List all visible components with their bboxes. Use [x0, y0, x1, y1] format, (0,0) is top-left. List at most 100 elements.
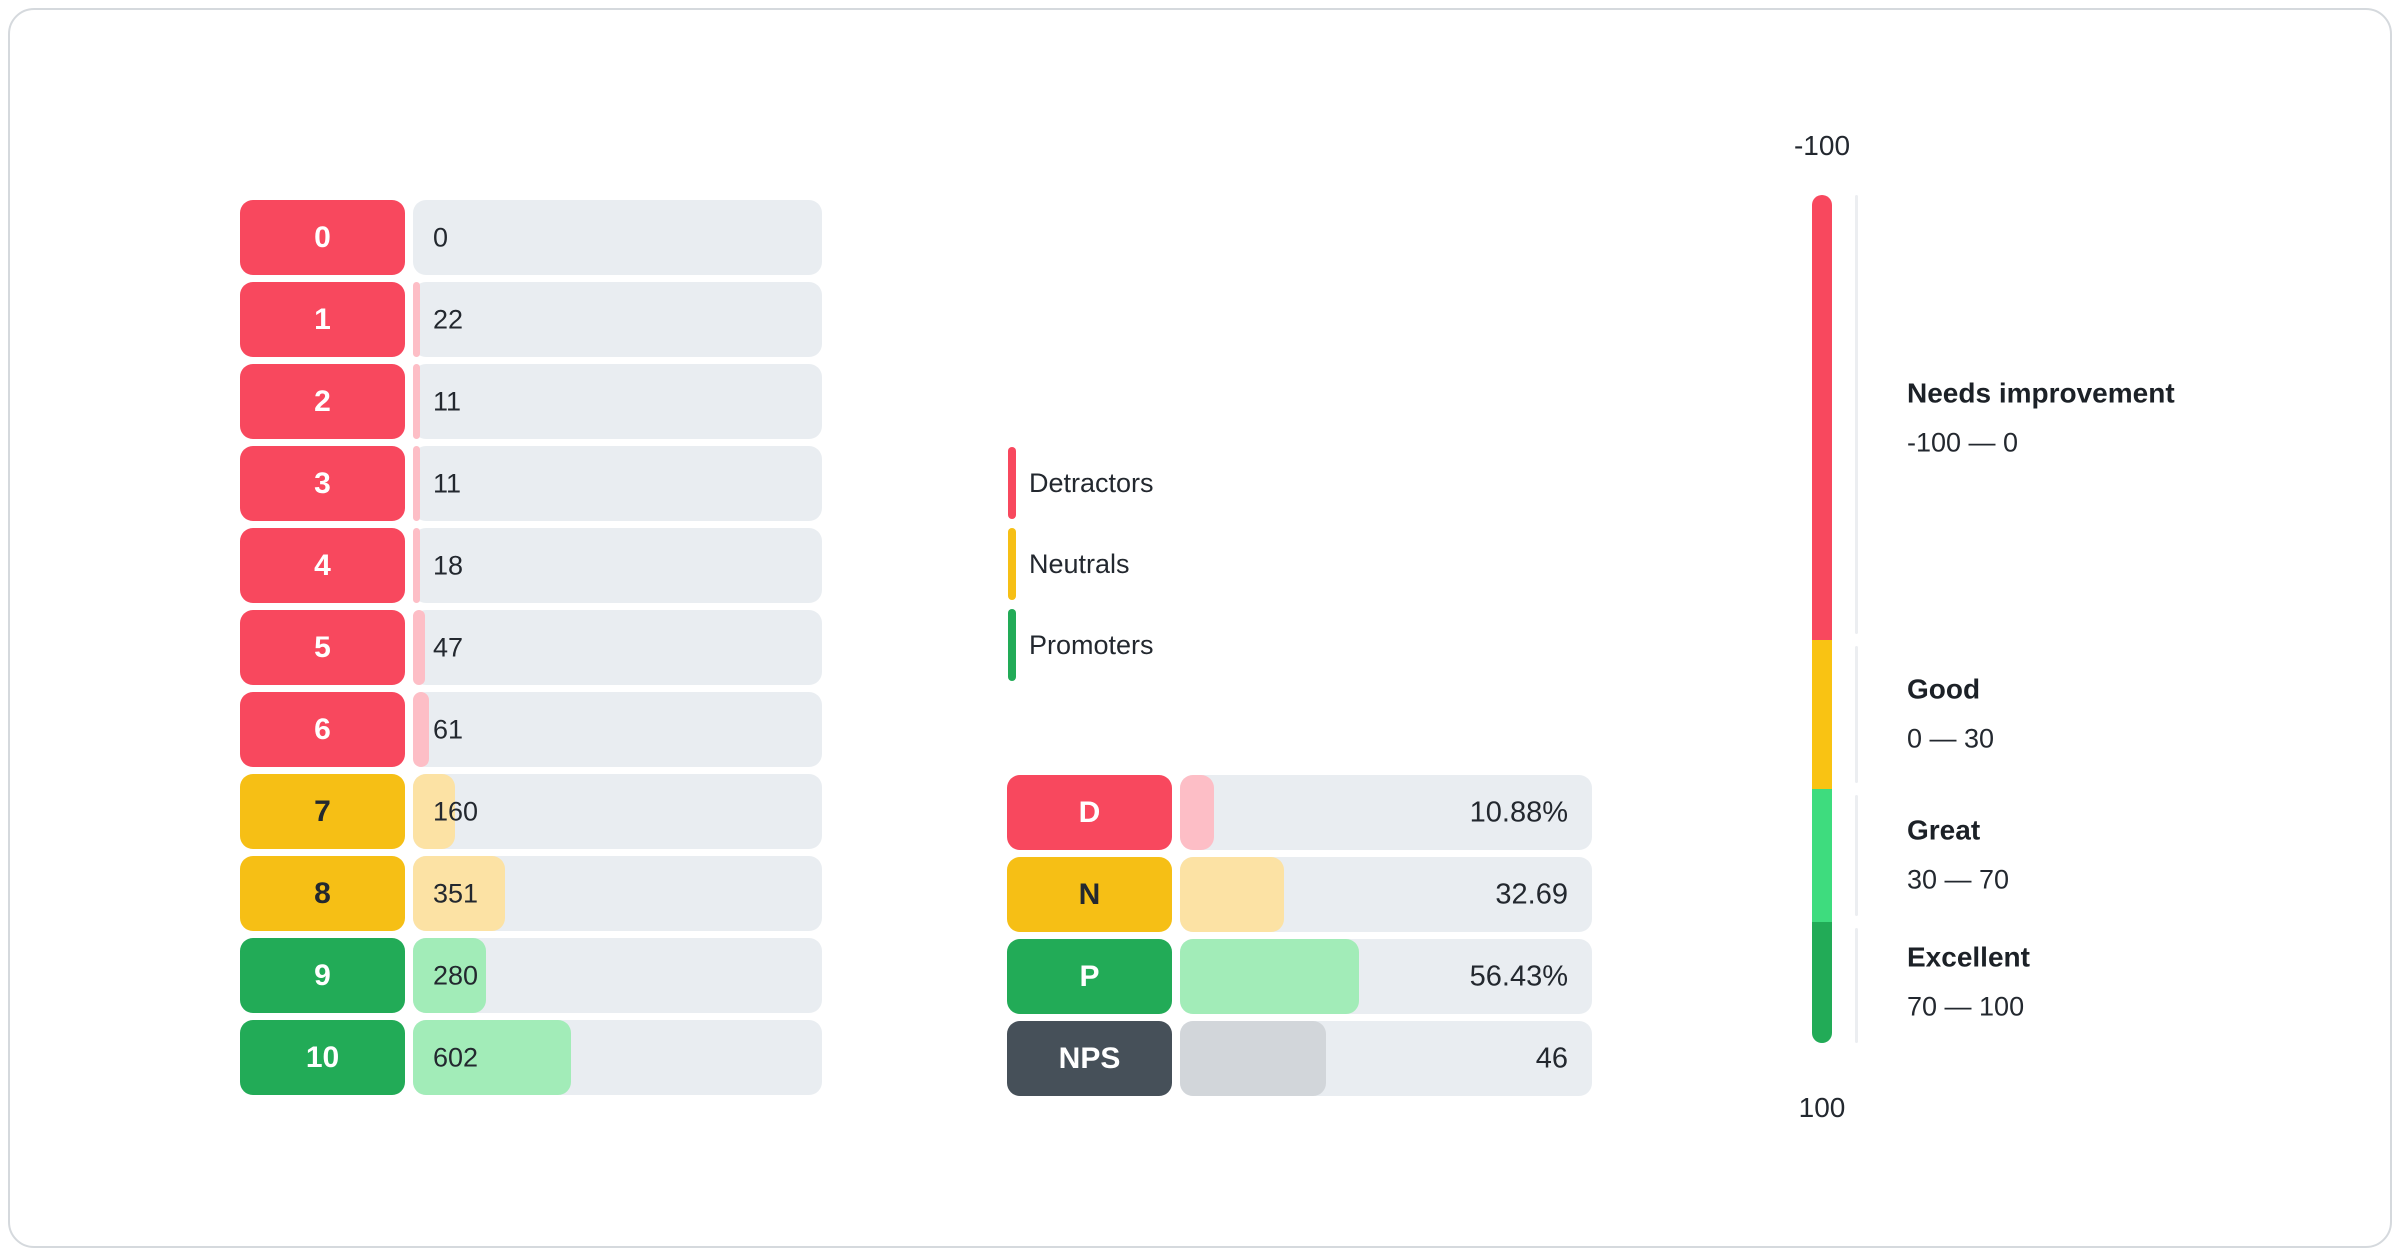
gauge-segment-0	[1812, 195, 1832, 641]
score-bar-track: 602	[413, 1020, 822, 1095]
neutral-swatch-icon	[1008, 528, 1016, 600]
score-bar-fill	[413, 774, 455, 849]
summary-bar-fill	[1180, 939, 1359, 1014]
score-bar-fill	[413, 528, 420, 603]
legend-item-neutrals[interactable]: Neutrals	[1008, 528, 1154, 600]
summary-row: P 56.43%	[1007, 939, 1592, 1014]
summary-bar-track: 56.43%	[1180, 939, 1592, 1014]
legend-label: Neutrals	[1029, 548, 1130, 579]
detractor-swatch-icon	[1008, 447, 1016, 519]
score-bar-fill	[413, 938, 487, 1013]
zone-range: 70 — 100	[1907, 991, 2025, 1022]
score-bar-value: 11	[433, 468, 462, 498]
score-bar-fill	[413, 282, 420, 357]
summary-bar-track: 46	[1180, 1021, 1592, 1096]
gauge-zone-label: Good 0 — 30	[1907, 674, 1994, 755]
gauge-segment-3	[1812, 921, 1832, 1043]
score-label-pill: 8	[240, 856, 405, 931]
score-row: 6 61	[240, 692, 822, 767]
score-bar-fill	[413, 692, 429, 767]
gauge-axis-line	[1855, 646, 1858, 783]
legend-item-detractors[interactable]: Detractors	[1008, 447, 1154, 519]
summary-bar-fill	[1180, 1021, 1326, 1096]
summary-bar-track: 32.69	[1180, 857, 1592, 932]
nps-gauge-axis	[1855, 195, 1858, 1043]
score-label-pill: 10	[240, 1020, 405, 1095]
zone-title: Needs improvement	[1907, 377, 2175, 409]
score-row: 4 18	[240, 528, 822, 603]
score-label-pill: 3	[240, 446, 405, 521]
score-row: 1 22	[240, 282, 822, 357]
nps-summary-chart: D 10.88% N 32.69 P 56.43% NPS 46	[1007, 775, 1592, 1103]
summary-row: NPS 46	[1007, 1021, 1592, 1096]
score-label-pill: 4	[240, 528, 405, 603]
score-bar-value: 22	[433, 304, 464, 334]
gauge-axis-line	[1855, 195, 1858, 635]
summary-row: D 10.88%	[1007, 775, 1592, 850]
summary-row: N 32.69	[1007, 857, 1592, 932]
summary-label-pill: P	[1007, 939, 1172, 1014]
score-row: 7 160	[240, 774, 822, 849]
score-bar-track: 47	[413, 610, 822, 685]
score-label-pill: 5	[240, 610, 405, 685]
summary-value: 10.88%	[1469, 796, 1568, 828]
score-row: 9 280	[240, 938, 822, 1013]
score-bar-track: 11	[413, 446, 822, 521]
summary-bar-fill	[1180, 857, 1284, 932]
score-label-pill: 9	[240, 938, 405, 1013]
score-bar-value: 47	[433, 632, 464, 662]
score-bar-track: 11	[413, 364, 822, 439]
gauge-max-value-label: 100	[1798, 1092, 1846, 1123]
score-bar-track: 0	[413, 200, 822, 275]
gauge-segment-2	[1812, 788, 1832, 922]
summary-value: 32.69	[1495, 878, 1568, 910]
legend-label: Detractors	[1029, 467, 1154, 498]
score-bar-value: 0	[433, 222, 449, 252]
score-row: 2 11	[240, 364, 822, 439]
promoter-swatch-icon	[1008, 609, 1016, 681]
score-bar-fill	[413, 1020, 571, 1095]
score-bar-track: 22	[413, 282, 822, 357]
score-bar-value: 602	[433, 1042, 479, 1072]
summary-value: 56.43%	[1469, 960, 1568, 992]
score-bar-fill	[413, 610, 426, 685]
summary-label-pill: D	[1007, 775, 1172, 850]
score-row: 3 11	[240, 446, 822, 521]
zone-title: Good	[1907, 673, 1981, 705]
legend-item-promoters[interactable]: Promoters	[1008, 609, 1154, 681]
summary-value: 46	[1535, 1042, 1568, 1074]
score-bar-value: 11	[433, 386, 462, 416]
summary-bar-fill	[1180, 775, 1215, 850]
score-bar-track: 18	[413, 528, 822, 603]
score-row: 5 47	[240, 610, 822, 685]
summary-bar-track: 10.88%	[1180, 775, 1592, 850]
score-bar-value: 18	[433, 550, 464, 580]
nps-dashboard-card: 0 0 1 22 2 11 3 11 4 18 5 47 6 61 7 160 8 351 9 280 10 602 De…	[8, 8, 2392, 1248]
score-bar-track: 160	[413, 774, 822, 849]
score-label-pill: 7	[240, 774, 405, 849]
score-distribution-chart: 0 0 1 22 2 11 3 11 4 18 5 47 6 61 7 160 8 351 9 280 10 602	[240, 200, 822, 1102]
gauge-min-value-label: -100	[1793, 130, 1851, 161]
summary-label-pill: N	[1007, 857, 1172, 932]
score-row: 10 602	[240, 1020, 822, 1095]
score-bar-value: 61	[433, 714, 464, 744]
zone-range: 30 — 70	[1907, 864, 2010, 895]
score-label-pill: 0	[240, 200, 405, 275]
score-bar-fill	[413, 364, 420, 439]
gauge-segment-1	[1812, 640, 1832, 789]
legend-label: Promoters	[1029, 629, 1154, 660]
zone-title: Great	[1907, 814, 1981, 846]
score-bar-fill	[413, 856, 505, 931]
summary-label-pill: NPS	[1007, 1021, 1172, 1096]
score-label-pill: 6	[240, 692, 405, 767]
score-bar-fill	[413, 446, 420, 521]
zone-range: 0 — 30	[1907, 723, 1995, 754]
score-bar-value: 160	[433, 796, 479, 826]
gauge-zone-label: Needs improvement -100 — 0	[1907, 377, 2175, 458]
score-bar-track: 61	[413, 692, 822, 767]
score-bar-value: 280	[433, 960, 479, 990]
nps-gauge-bar	[1812, 195, 1832, 1043]
score-row: 8 351	[240, 856, 822, 931]
gauge-axis-line	[1855, 927, 1858, 1043]
